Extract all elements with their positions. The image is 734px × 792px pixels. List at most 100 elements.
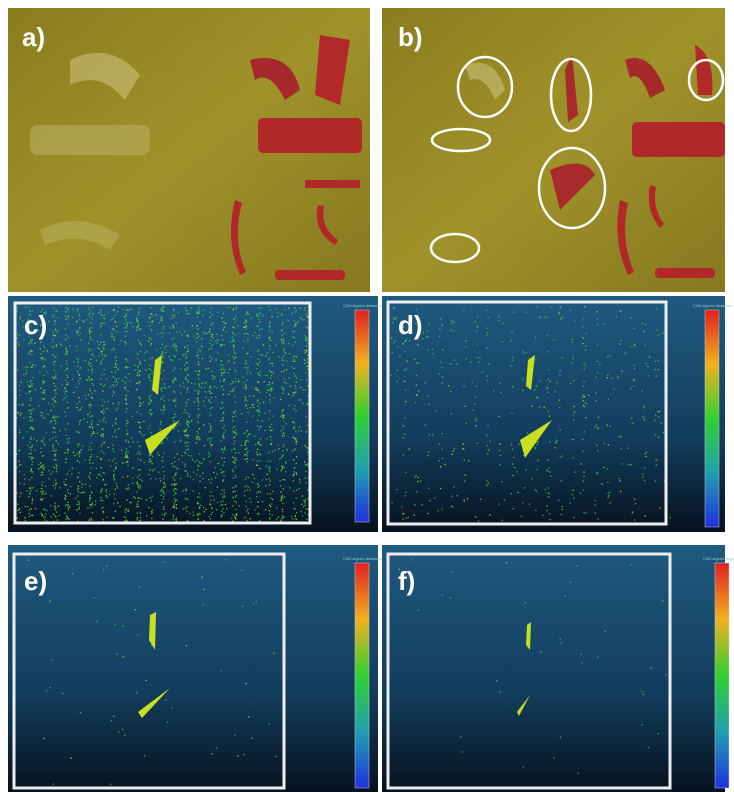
point [100,500,101,501]
point [89,328,90,329]
point [416,385,417,386]
point [103,479,104,480]
point [92,433,93,434]
point [65,319,66,320]
point [27,366,28,367]
point [450,597,451,598]
point [221,448,222,449]
point [574,411,575,412]
point [118,378,119,379]
point [185,435,186,436]
point [408,517,409,518]
point [79,462,80,463]
point [144,755,145,756]
point [125,456,126,457]
point [122,729,123,730]
point [257,325,258,326]
point [118,731,119,732]
point [241,413,242,414]
point [117,654,118,655]
point [223,465,224,466]
point [221,472,222,473]
point [80,492,81,493]
point [405,492,406,493]
point [198,333,199,334]
point [149,396,150,397]
point [89,316,90,317]
point [586,403,587,404]
point [415,402,416,403]
point [243,340,244,341]
point [126,499,127,500]
point [531,406,532,407]
point [101,451,102,452]
point [163,307,164,308]
point [246,362,247,363]
point [163,410,164,411]
point [77,446,78,447]
point [42,357,43,358]
point [307,327,308,328]
point [202,358,203,359]
point [245,442,246,443]
point [149,402,150,403]
point [201,346,202,347]
point [175,377,176,378]
point [44,346,45,347]
point [295,311,296,312]
point [405,340,406,341]
point [65,306,66,307]
point [274,450,275,451]
point [101,364,102,365]
point [658,369,659,370]
point [300,308,301,309]
point [625,352,626,353]
point [217,339,218,340]
point [250,356,251,357]
point [269,418,270,419]
point [198,383,199,384]
point [573,406,574,407]
point [31,446,32,447]
point [259,354,260,355]
point [89,330,90,331]
point [106,491,107,492]
point [513,311,514,312]
point [270,480,271,481]
point [257,363,258,364]
point [17,334,18,335]
point [259,485,260,486]
point [620,311,621,312]
point [46,690,47,691]
point [558,500,559,501]
point [209,431,210,432]
point [149,358,150,359]
point [541,651,542,652]
point [65,416,66,417]
point [211,348,212,349]
point [174,457,175,458]
point [175,406,176,407]
point [292,361,293,362]
point [87,422,88,423]
point [66,353,67,354]
point [48,321,49,322]
point [140,433,141,434]
point [165,487,166,488]
point [303,506,304,507]
point [235,371,236,372]
point [402,519,403,520]
point [188,381,189,382]
point [641,691,642,692]
point [142,435,143,436]
point [295,361,296,362]
point [27,382,28,383]
point [19,508,20,509]
point [262,420,263,421]
point [101,411,102,412]
point [138,485,139,486]
point [117,487,118,488]
point [229,369,230,370]
point [19,335,20,336]
point [475,425,476,426]
